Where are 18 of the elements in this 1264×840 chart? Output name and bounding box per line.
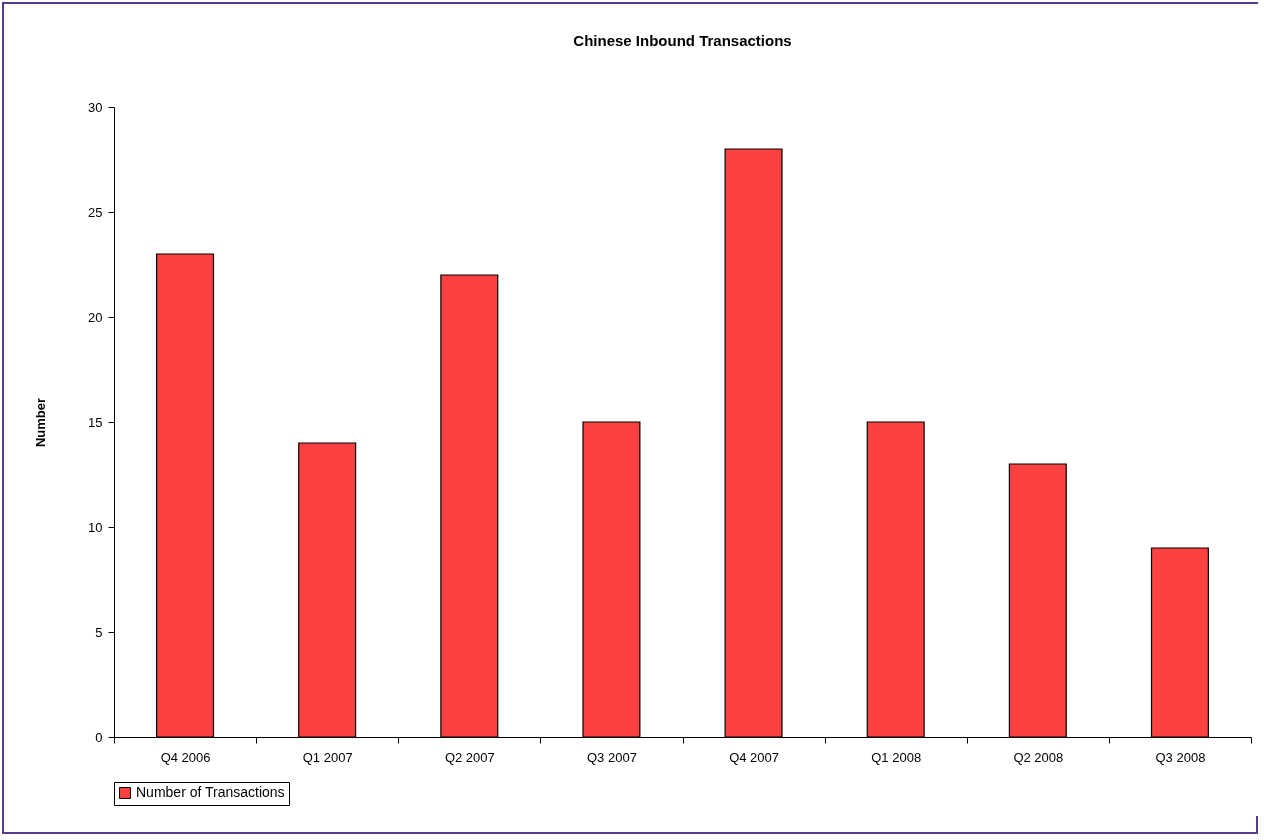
y-tick-label: 5 — [95, 624, 103, 640]
x-tick-label: Q1 2007 — [302, 749, 353, 765]
y-tick-label: 0 — [95, 729, 103, 745]
chart-title: Chinese Inbound Transactions — [573, 32, 792, 49]
x-tick-label: Q2 2007 — [444, 749, 495, 765]
legend-label: Number of Transactions — [136, 784, 285, 800]
y-tick-label: 20 — [88, 309, 103, 325]
y-tick-label: 15 — [88, 414, 103, 430]
x-tick-label: Q1 2008 — [871, 749, 922, 765]
x-tick-label: Q4 2007 — [729, 749, 779, 765]
y-axis-title: Number — [33, 397, 49, 448]
y-tick-label: 30 — [88, 99, 103, 115]
x-tick-label: Q4 2006 — [160, 749, 211, 765]
y-tick-label: 25 — [88, 204, 103, 220]
x-tick-label: Q3 2008 — [1155, 749, 1206, 765]
x-tick-label: Q3 2007 — [587, 749, 637, 765]
x-tick-label: Q2 2008 — [1013, 749, 1064, 765]
y-tick-label: 10 — [88, 519, 103, 535]
